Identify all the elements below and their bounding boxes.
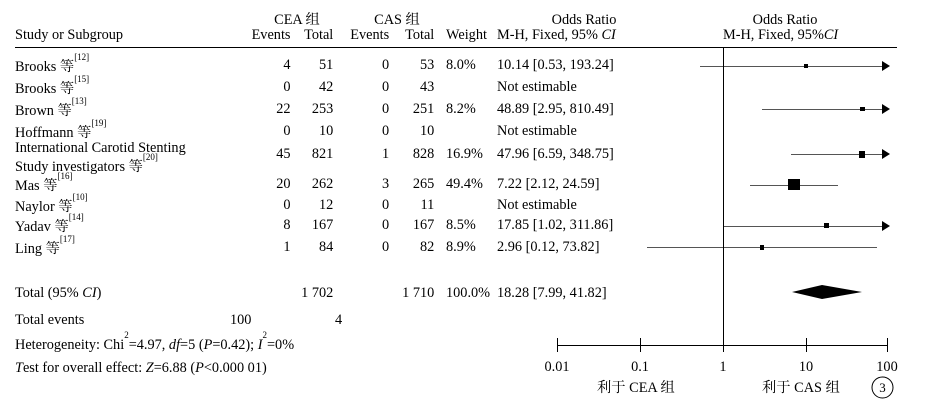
svg-text:3: 3 — [879, 380, 886, 395]
